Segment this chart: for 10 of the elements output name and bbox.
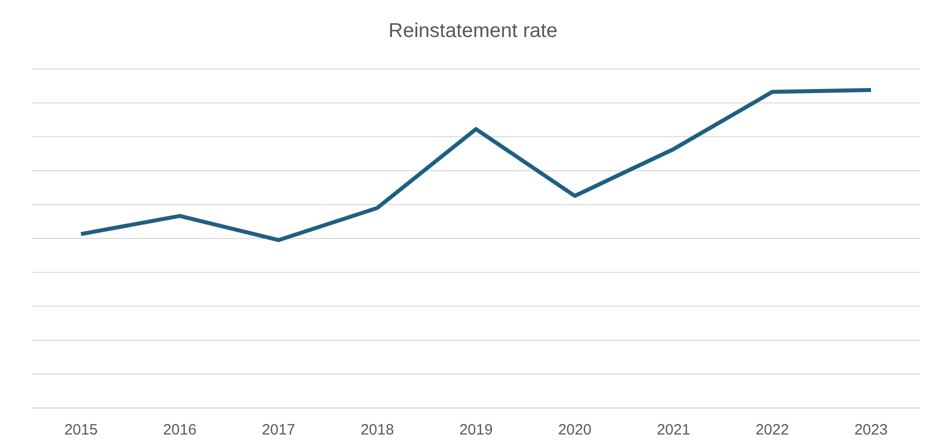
x-tick-label: 2015 [64, 422, 98, 439]
chart-title: Reinstatement rate [388, 20, 558, 43]
x-tick-label: 2022 [756, 422, 789, 439]
x-tick-label: 2020 [558, 422, 592, 439]
x-tick-label: 2016 [163, 422, 196, 439]
x-tick-label: 2021 [656, 422, 690, 439]
x-tick-label: 2023 [854, 422, 888, 439]
x-tick-label: 2019 [459, 422, 493, 439]
x-tick-label: 2017 [262, 422, 296, 439]
x-tick-label: 2018 [360, 422, 394, 439]
